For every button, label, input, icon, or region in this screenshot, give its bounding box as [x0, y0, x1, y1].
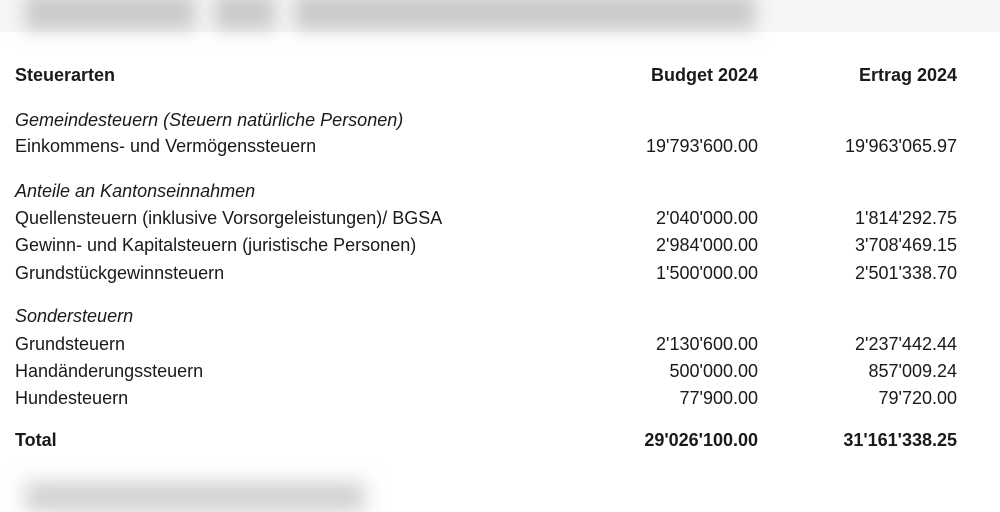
blurred-footer-region [0, 468, 1000, 512]
row-ertrag: 857'009.24 [868, 361, 957, 381]
total-row: Total 29'026'100.00 31'161'338.25 [0, 428, 1000, 452]
table-row: Grundsteuern 2'130'600.00 2'237'442.44 [0, 332, 1000, 356]
row-ertrag: 19'963'065.97 [845, 136, 957, 156]
row-label: Hundesteuern [15, 388, 129, 408]
table-row: Quellensteuern (inklusive Vorsorgeleistu… [0, 206, 1000, 230]
table-row: Hundesteuern 77'900.00 79'720.00 [0, 386, 1000, 410]
table-header: Steuerarten Budget 2024 Ertrag 2024 [0, 63, 1000, 87]
row-budget: 2'040'000.00 [656, 208, 758, 228]
row-ertrag: 1'814'292.75 [855, 208, 957, 228]
blurred-header-region [0, 0, 1000, 32]
row-ertrag: 2'501'338.70 [855, 263, 957, 283]
group-title: Gemeindesteuern (Steuern natürliche Pers… [15, 110, 404, 130]
table-row: Gewinn- und Kapitalsteuern (juristische … [0, 233, 1000, 257]
table-row: Handänderungssteuern 500'000.00 857'009.… [0, 359, 1000, 383]
row-label: Einkommens- und Vermögenssteuern [15, 136, 317, 156]
row-ertrag: 2'237'442.44 [855, 334, 957, 354]
total-budget: 29'026'100.00 [644, 430, 758, 450]
row-ertrag: 3'708'469.15 [855, 235, 957, 255]
row-budget: 19'793'600.00 [646, 136, 758, 156]
row-budget: 77'900.00 [679, 388, 758, 408]
table-row: Einkommens- und Vermögenssteuern 19'793'… [0, 134, 1000, 158]
group-title: Sondersteuern [15, 306, 134, 326]
row-budget: 2'130'600.00 [656, 334, 758, 354]
row-label: Quellensteuern (inklusive Vorsorgeleistu… [15, 208, 443, 228]
row-label: Gewinn- und Kapitalsteuern (juristische … [15, 235, 417, 255]
header-budget: Budget 2024 [650, 65, 758, 85]
header-ertrag: Ertrag 2024 [858, 65, 957, 85]
row-budget: 1'500'000.00 [656, 263, 758, 283]
row-ertrag: 79'720.00 [878, 388, 957, 408]
group-title: Anteile an Kantonseinnahmen [15, 181, 256, 201]
row-label: Grundstückgewinnsteuern [15, 263, 225, 283]
total-ertrag: 31'161'338.25 [843, 430, 957, 450]
header-label: Steuerarten [15, 65, 116, 85]
table-row: Grundstückgewinnsteuern 1'500'000.00 2'5… [0, 261, 1000, 285]
row-label: Grundsteuern [15, 334, 126, 354]
row-budget: 500'000.00 [669, 361, 758, 381]
total-label: Total [15, 430, 57, 450]
row-budget: 2'984'000.00 [656, 235, 758, 255]
row-label: Handänderungssteuern [15, 361, 204, 381]
